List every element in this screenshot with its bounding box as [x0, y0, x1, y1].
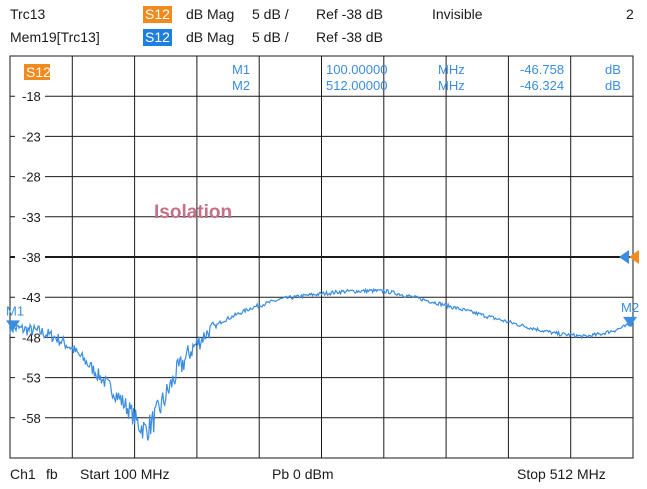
series-trace-s12	[9, 287, 634, 441]
markers[interactable]	[6, 250, 639, 331]
y-tick-label: -33	[22, 210, 41, 225]
trace1-ref[interactable]: Ref -38 dB	[316, 6, 383, 22]
y-tick-label: -23	[22, 129, 41, 144]
isolation-annotation: Isolation	[154, 202, 232, 223]
footer-stop[interactable]: Stop 512 MHz	[517, 466, 606, 482]
marker-m1-label: M1	[6, 303, 24, 318]
y-tick-labels: -18-23-28-33-38-43-48-53-58	[15, 88, 45, 426]
marker-m2-triangle	[623, 316, 637, 327]
ref-arrow-orange	[629, 250, 639, 264]
ref-arrow-blue	[619, 250, 629, 264]
marker-readout-y-unit: dB	[605, 62, 621, 77]
marker-m2-label: M2	[621, 300, 639, 315]
trace1-param-badge[interactable]: S12	[143, 6, 172, 23]
tick-label-bg	[15, 168, 45, 184]
marker-readout-x-unit: MHz	[438, 62, 465, 77]
marker-readout-y: -46.758	[520, 62, 564, 77]
tick-label-bg	[15, 329, 45, 345]
y-tick-label: -43	[22, 290, 41, 305]
trace2-scale[interactable]: 5 dB /	[252, 29, 289, 45]
y-tick-label: -58	[22, 411, 41, 426]
trace1-format[interactable]: dB Mag	[186, 6, 235, 22]
tick-label-bg	[15, 208, 45, 224]
y-tick-label: -38	[22, 250, 41, 265]
tick-label-bg	[15, 249, 45, 264]
tick-label-bg	[15, 128, 45, 144]
marker-m1-triangle	[6, 320, 20, 331]
footer-channel[interactable]: Ch1	[10, 466, 36, 482]
tick-label-bg	[15, 289, 45, 305]
grid	[9, 55, 634, 459]
param-label-bg	[24, 64, 50, 80]
trace2-param-badge[interactable]: S12	[143, 29, 172, 46]
tick-label-bg	[15, 409, 45, 425]
channel-footer: Ch1 fb Start 100 MHz Pb 0 dBm Stop 512 M…	[0, 462, 647, 489]
footer-power[interactable]: Pb 0 dBm	[272, 466, 334, 482]
traces	[9, 287, 634, 441]
marker-readout-name: M2	[232, 78, 250, 93]
footer-start[interactable]: Start 100 MHz	[80, 466, 170, 482]
trace2-name[interactable]: Mem19[Trc13]	[10, 29, 100, 45]
window-number: 2	[626, 6, 634, 22]
y-tick-label: -53	[22, 371, 41, 386]
marker-readout-name: M1	[232, 62, 250, 77]
trace-header: Trc13 S12 dB Mag 5 dB / Ref -38 dB Invis…	[0, 0, 647, 50]
marker-readout-x: 512.00000	[326, 78, 387, 93]
y-tick-label: -18	[22, 89, 41, 104]
trace1-name[interactable]: Trc13	[10, 6, 46, 22]
tick-label-bg	[15, 88, 45, 104]
marker-readout-x: 100.00000	[326, 62, 387, 77]
marker-readout: M1 100.00000 MHz -46.758 dB M2 512.00000 MHz -46…	[232, 62, 621, 93]
trace2-ref[interactable]: Ref -38 dB	[316, 29, 383, 45]
marker-readout-y: -46.324	[520, 78, 564, 93]
trace1-scale[interactable]: 5 dB /	[252, 6, 289, 22]
tick-label-bg	[15, 369, 45, 385]
trace2-format[interactable]: dB Mag	[186, 29, 235, 45]
marker-readout-x-unit: MHz	[438, 78, 465, 93]
marker-readout-y-unit: dB	[605, 78, 621, 93]
trace1-state: Invisible	[432, 6, 483, 22]
y-tick-label: -28	[22, 170, 41, 185]
param-label: S12	[26, 64, 51, 80]
footer-fb: fb	[46, 466, 58, 482]
